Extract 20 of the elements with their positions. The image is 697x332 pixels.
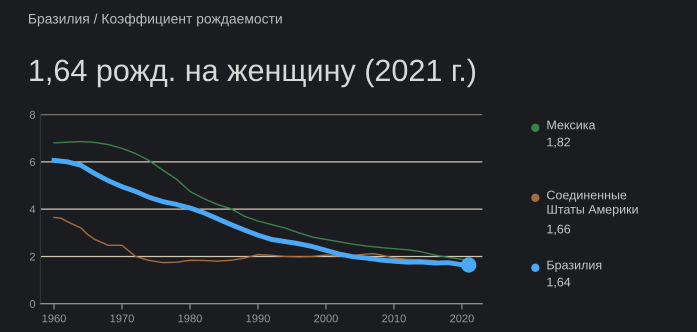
text: 1,82	[547, 138, 570, 148]
chart-title: 1,64 рожд. на женщину (2021 г.)	[30, 58, 476, 88]
y-tick-label: 0	[30, 300, 36, 308]
y-tick-label: 8	[30, 110, 36, 119]
chart-subtitle: Бразилия / Коэффициент рождаемости	[29, 13, 282, 26]
x-tick-label: 2000	[314, 314, 338, 322]
x-tick-label: 1960	[42, 314, 66, 322]
legend-label: Бразилия	[547, 260, 602, 272]
x-tick-label: 2020	[450, 314, 474, 322]
x-tick-label: 1980	[178, 314, 202, 322]
text: 1,64	[547, 278, 570, 288]
x-tick-label: 1990	[246, 314, 270, 322]
x-tick-label: 2010	[382, 314, 406, 322]
y-tick-label: 2	[30, 252, 36, 260]
x-tick-label: 1970	[110, 314, 134, 322]
y-tick-label: 6	[30, 158, 36, 166]
y-tick-label: 4	[30, 206, 36, 214]
legend-label: Соединенные Штаты Америки	[547, 190, 638, 216]
legend-label: Мексика	[547, 120, 596, 130]
text: 1,66	[547, 224, 570, 235]
